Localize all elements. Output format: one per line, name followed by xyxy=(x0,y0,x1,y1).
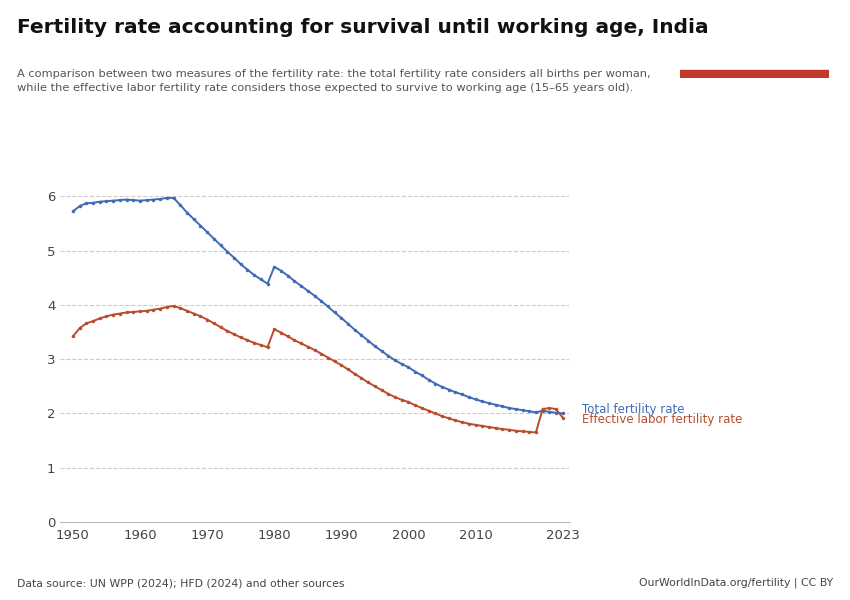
Text: OurWorldInData.org/fertility | CC BY: OurWorldInData.org/fertility | CC BY xyxy=(639,577,833,588)
Text: in Data: in Data xyxy=(730,47,779,61)
Text: A comparison between two measures of the fertility rate: the total fertility rat: A comparison between two measures of the… xyxy=(17,69,650,79)
Text: while the effective labor fertility rate considers those expected to survive to : while the effective labor fertility rate… xyxy=(17,83,633,93)
Text: Total fertility rate: Total fertility rate xyxy=(582,403,685,416)
Text: Data source: UN WPP (2024); HFD (2024) and other sources: Data source: UN WPP (2024); HFD (2024) a… xyxy=(17,578,344,588)
Text: Fertility rate accounting for survival until working age, India: Fertility rate accounting for survival u… xyxy=(17,18,709,37)
Text: Effective labor fertility rate: Effective labor fertility rate xyxy=(582,413,743,427)
Text: Our World: Our World xyxy=(721,25,788,38)
Bar xyxy=(680,70,829,78)
